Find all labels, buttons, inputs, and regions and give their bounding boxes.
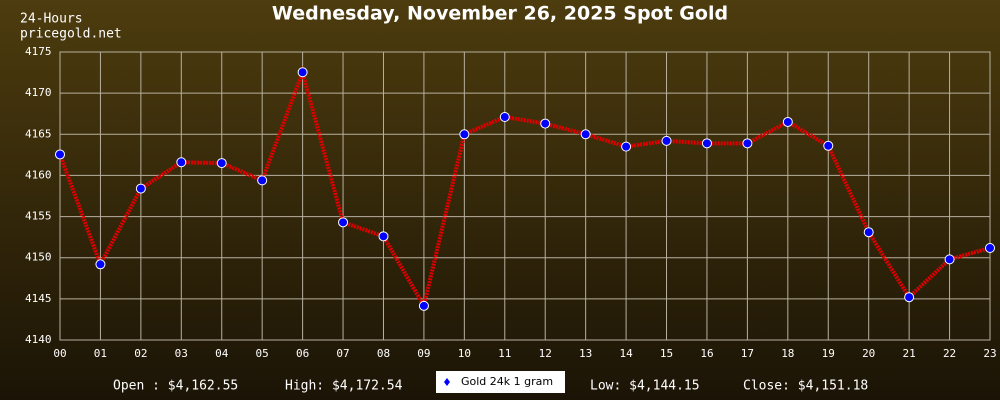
x-tick-label: 00	[53, 347, 66, 360]
x-tick-label: 16	[700, 347, 713, 360]
x-tick-label: 12	[539, 347, 552, 360]
data-point	[297, 67, 308, 78]
period-label: 24-Hours	[20, 12, 83, 27]
x-tick-label: 17	[741, 347, 754, 360]
close-stat: Close: $4,151.18	[743, 379, 868, 394]
x-tick-label: 03	[175, 347, 188, 360]
data-point	[661, 135, 672, 146]
x-tick-label: 11	[498, 347, 511, 360]
data-point	[216, 158, 227, 169]
x-tick-label: 18	[781, 347, 794, 360]
x-tick-label: 07	[336, 347, 349, 360]
data-point	[378, 231, 389, 242]
x-tick-label: 13	[579, 347, 592, 360]
legend-marker	[444, 378, 450, 386]
x-tick-label: 09	[417, 347, 430, 360]
x-tick-label: 21	[903, 347, 916, 360]
data-point	[540, 118, 551, 129]
data-point	[580, 129, 591, 140]
data-point	[621, 141, 632, 152]
data-point	[55, 149, 65, 160]
data-point	[135, 183, 146, 194]
data-point	[742, 138, 753, 149]
y-tick-label: 4160	[25, 168, 52, 181]
y-tick-label: 4175	[25, 45, 52, 58]
data-point	[418, 300, 429, 311]
x-tick-label: 20	[862, 347, 875, 360]
x-tick-label: 08	[377, 347, 390, 360]
y-tick-label: 4155	[25, 210, 52, 223]
y-tick-label: 4145	[25, 292, 52, 305]
data-point	[499, 112, 510, 123]
x-tick-label: 19	[822, 347, 835, 360]
data-point	[257, 175, 268, 186]
high-stat: High: $4,172.54	[285, 379, 403, 394]
x-tick-label: 06	[296, 347, 309, 360]
x-tick-label: 22	[943, 347, 956, 360]
data-point	[904, 292, 915, 303]
data-point	[863, 227, 874, 238]
series-line	[58, 65, 991, 312]
low-stat: Low: $4,144.15	[590, 379, 700, 394]
x-tick-label: 10	[458, 347, 471, 360]
legend-box	[436, 371, 565, 393]
data-point	[176, 157, 187, 168]
open-stat: Open : $4,162.55	[113, 379, 238, 394]
data-point	[985, 243, 995, 254]
y-tick-label: 4170	[25, 86, 52, 99]
data-point	[944, 254, 955, 265]
data-point	[459, 129, 470, 140]
data-point	[701, 138, 712, 149]
data-point	[782, 116, 793, 127]
x-tick-label: 23	[983, 347, 996, 360]
data-point	[338, 217, 349, 228]
x-tick-label: 02	[134, 347, 147, 360]
legend-label: Gold 24k 1 gram	[461, 375, 553, 388]
data-point	[95, 259, 106, 270]
x-tick-label: 15	[660, 347, 673, 360]
data-point	[823, 140, 834, 151]
x-tick-label: 05	[256, 347, 269, 360]
x-tick-label: 14	[619, 347, 633, 360]
chart-title: Wednesday, November 26, 2025 Spot Gold	[272, 3, 728, 25]
source-label: pricegold.net	[20, 27, 122, 42]
y-tick-label: 4165	[25, 127, 52, 140]
y-tick-label: 4150	[25, 251, 52, 264]
y-tick-label: 4140	[25, 333, 52, 346]
x-tick-label: 01	[94, 347, 107, 360]
x-tick-label: 04	[215, 347, 229, 360]
